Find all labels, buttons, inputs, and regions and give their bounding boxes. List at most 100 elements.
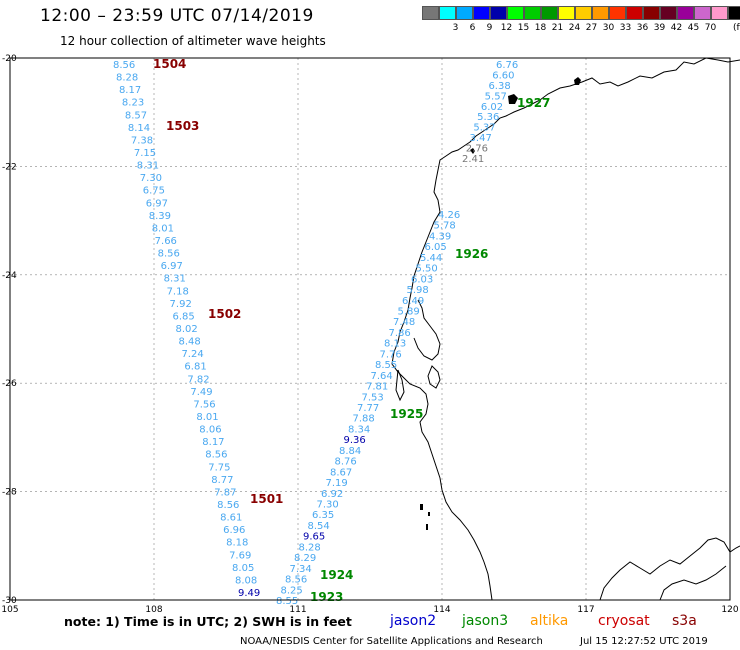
coastline-bay-2 [427, 365, 441, 389]
wave-height-value: 8.05 [232, 563, 254, 574]
legend-swatch [473, 6, 490, 20]
credit-line: NOAA/NESDIS Center for Satellite Applica… [240, 636, 543, 647]
wave-height-value: 9.49 [238, 588, 260, 599]
wave-height-value: 6.02 [481, 102, 503, 113]
wave-height-value: 8.39 [149, 211, 171, 222]
lon-tick-label: 117 [577, 605, 594, 615]
wave-height-value: 8.17 [119, 85, 141, 96]
lat-tick-label: -20 [2, 54, 17, 64]
map-frame [9, 57, 731, 601]
wave-height-value: 8.25 [281, 585, 303, 596]
pass-label: 1501 [250, 492, 283, 506]
wave-height-value: 8.31 [164, 274, 186, 285]
wave-height-value: 8.01 [196, 412, 218, 423]
wave-height-value: 7.34 [290, 564, 312, 575]
wave-height-value: 9.65 [303, 532, 325, 543]
altimeter-tracks: 8.568.288.178.238.578.147.387.158.317.30… [113, 57, 550, 607]
legend-swatch [643, 6, 660, 20]
pass-label: 1504 [153, 57, 186, 71]
wave-height-value: 8.28 [116, 73, 138, 84]
wave-height-value: 8.14 [128, 123, 150, 134]
coastline [391, 57, 740, 601]
wave-height-value: 8.08 [235, 575, 257, 586]
legend-swatch [422, 6, 439, 20]
legend-unit: (ft) [733, 23, 740, 33]
island-6 [426, 524, 428, 530]
legend-label: 36 [636, 23, 649, 33]
legend-swatch [677, 6, 694, 20]
wave-height-value: 6.49 [402, 296, 424, 307]
legend-label: 9 [486, 23, 493, 33]
legend-swatch [456, 6, 473, 20]
wave-height-value: 7.76 [380, 349, 402, 360]
map-title: 12:00 – 23:59 UTC 07/14/2019 [40, 6, 314, 26]
coastline-shark-bay [413, 299, 441, 361]
legend-swatch [490, 6, 507, 20]
wave-height-value: 6.97 [161, 261, 183, 272]
wave-height-value: 4.39 [429, 231, 451, 242]
wave-height-value: 5.37 [473, 123, 495, 134]
wave-height-value: 8.48 [178, 337, 200, 348]
wave-height-value: 6.85 [173, 311, 195, 322]
wave-height-value: 8.56 [205, 450, 227, 461]
wave-height-value: 7.82 [187, 374, 209, 385]
satellite-altika: altika [530, 613, 569, 629]
wave-height-value: 8.06 [199, 425, 221, 436]
wave-height-value: 7.75 [208, 462, 230, 473]
island-2 [574, 77, 581, 85]
wave-height-value: 8.01 [152, 223, 174, 234]
map-subtitle: 12 hour collection of altimeter wave hei… [60, 34, 326, 48]
legend-swatch [592, 6, 609, 20]
wave-height-value: 4.26 [438, 210, 460, 221]
wave-height-value: 8.54 [308, 521, 330, 532]
wave-height-value: 8.55 [276, 596, 298, 607]
wave-height-value: 6.75 [143, 186, 165, 197]
wave-height-value: 5.44 [420, 253, 442, 264]
wave-height-value: 6.60 [492, 70, 514, 81]
pass-label: 1924 [320, 568, 353, 582]
legend-label: 33 [619, 23, 632, 33]
wave-height-value: 7.53 [362, 392, 384, 403]
wave-height-value: 7.49 [190, 387, 212, 398]
wave-height-value: 6.35 [312, 510, 334, 521]
legend-label: 18 [534, 23, 547, 33]
wave-height-value: 8.56 [217, 500, 239, 511]
lat-tick-label: -22 [2, 162, 17, 172]
legend-label: 24 [568, 23, 581, 33]
wave-height-value: 8.31 [137, 161, 159, 172]
wave-height-value: 7.30 [317, 500, 339, 511]
legend-label: 21 [551, 23, 564, 33]
wave-height-value: 9.36 [344, 435, 366, 446]
coastline-bay-3 [395, 369, 405, 402]
wave-height-value: 5.98 [407, 285, 429, 296]
legend-swatch [694, 6, 711, 20]
wave-height-value: 8.76 [335, 457, 357, 468]
legend-swatch [711, 6, 728, 20]
wave-height-value: 6.76 [496, 60, 518, 71]
legend-swatch [626, 6, 643, 20]
lat-tick-label: -26 [2, 379, 17, 389]
satellite-s3a: s3a [672, 613, 697, 629]
wave-height-value: 5.57 [485, 91, 507, 102]
legend-label: 6 [469, 23, 476, 33]
coastline-south [599, 537, 740, 601]
legend-swatch [439, 6, 456, 20]
wave-height-value: 7.92 [170, 299, 192, 310]
lat-tick-label: -24 [2, 271, 17, 281]
wave-height-value: 6.38 [488, 81, 510, 92]
wave-height-value: 8.13 [384, 339, 406, 350]
legend-label: 27 [585, 23, 598, 33]
satellite-jason3: jason3 [462, 613, 509, 629]
island-5 [428, 512, 430, 516]
wave-height-value: 8.34 [348, 424, 370, 435]
wave-height-value: 8.84 [339, 446, 361, 457]
legend-label: 45 [687, 23, 700, 33]
pass-label: 1925 [390, 407, 423, 421]
wave-height-value: 7.87 [214, 487, 236, 498]
island-1 [508, 94, 518, 104]
wave-height-value: 6.81 [184, 362, 206, 373]
island-4 [420, 504, 423, 510]
wave-height-value: 7.18 [167, 286, 189, 297]
wave-height-value: 8.67 [330, 467, 352, 478]
